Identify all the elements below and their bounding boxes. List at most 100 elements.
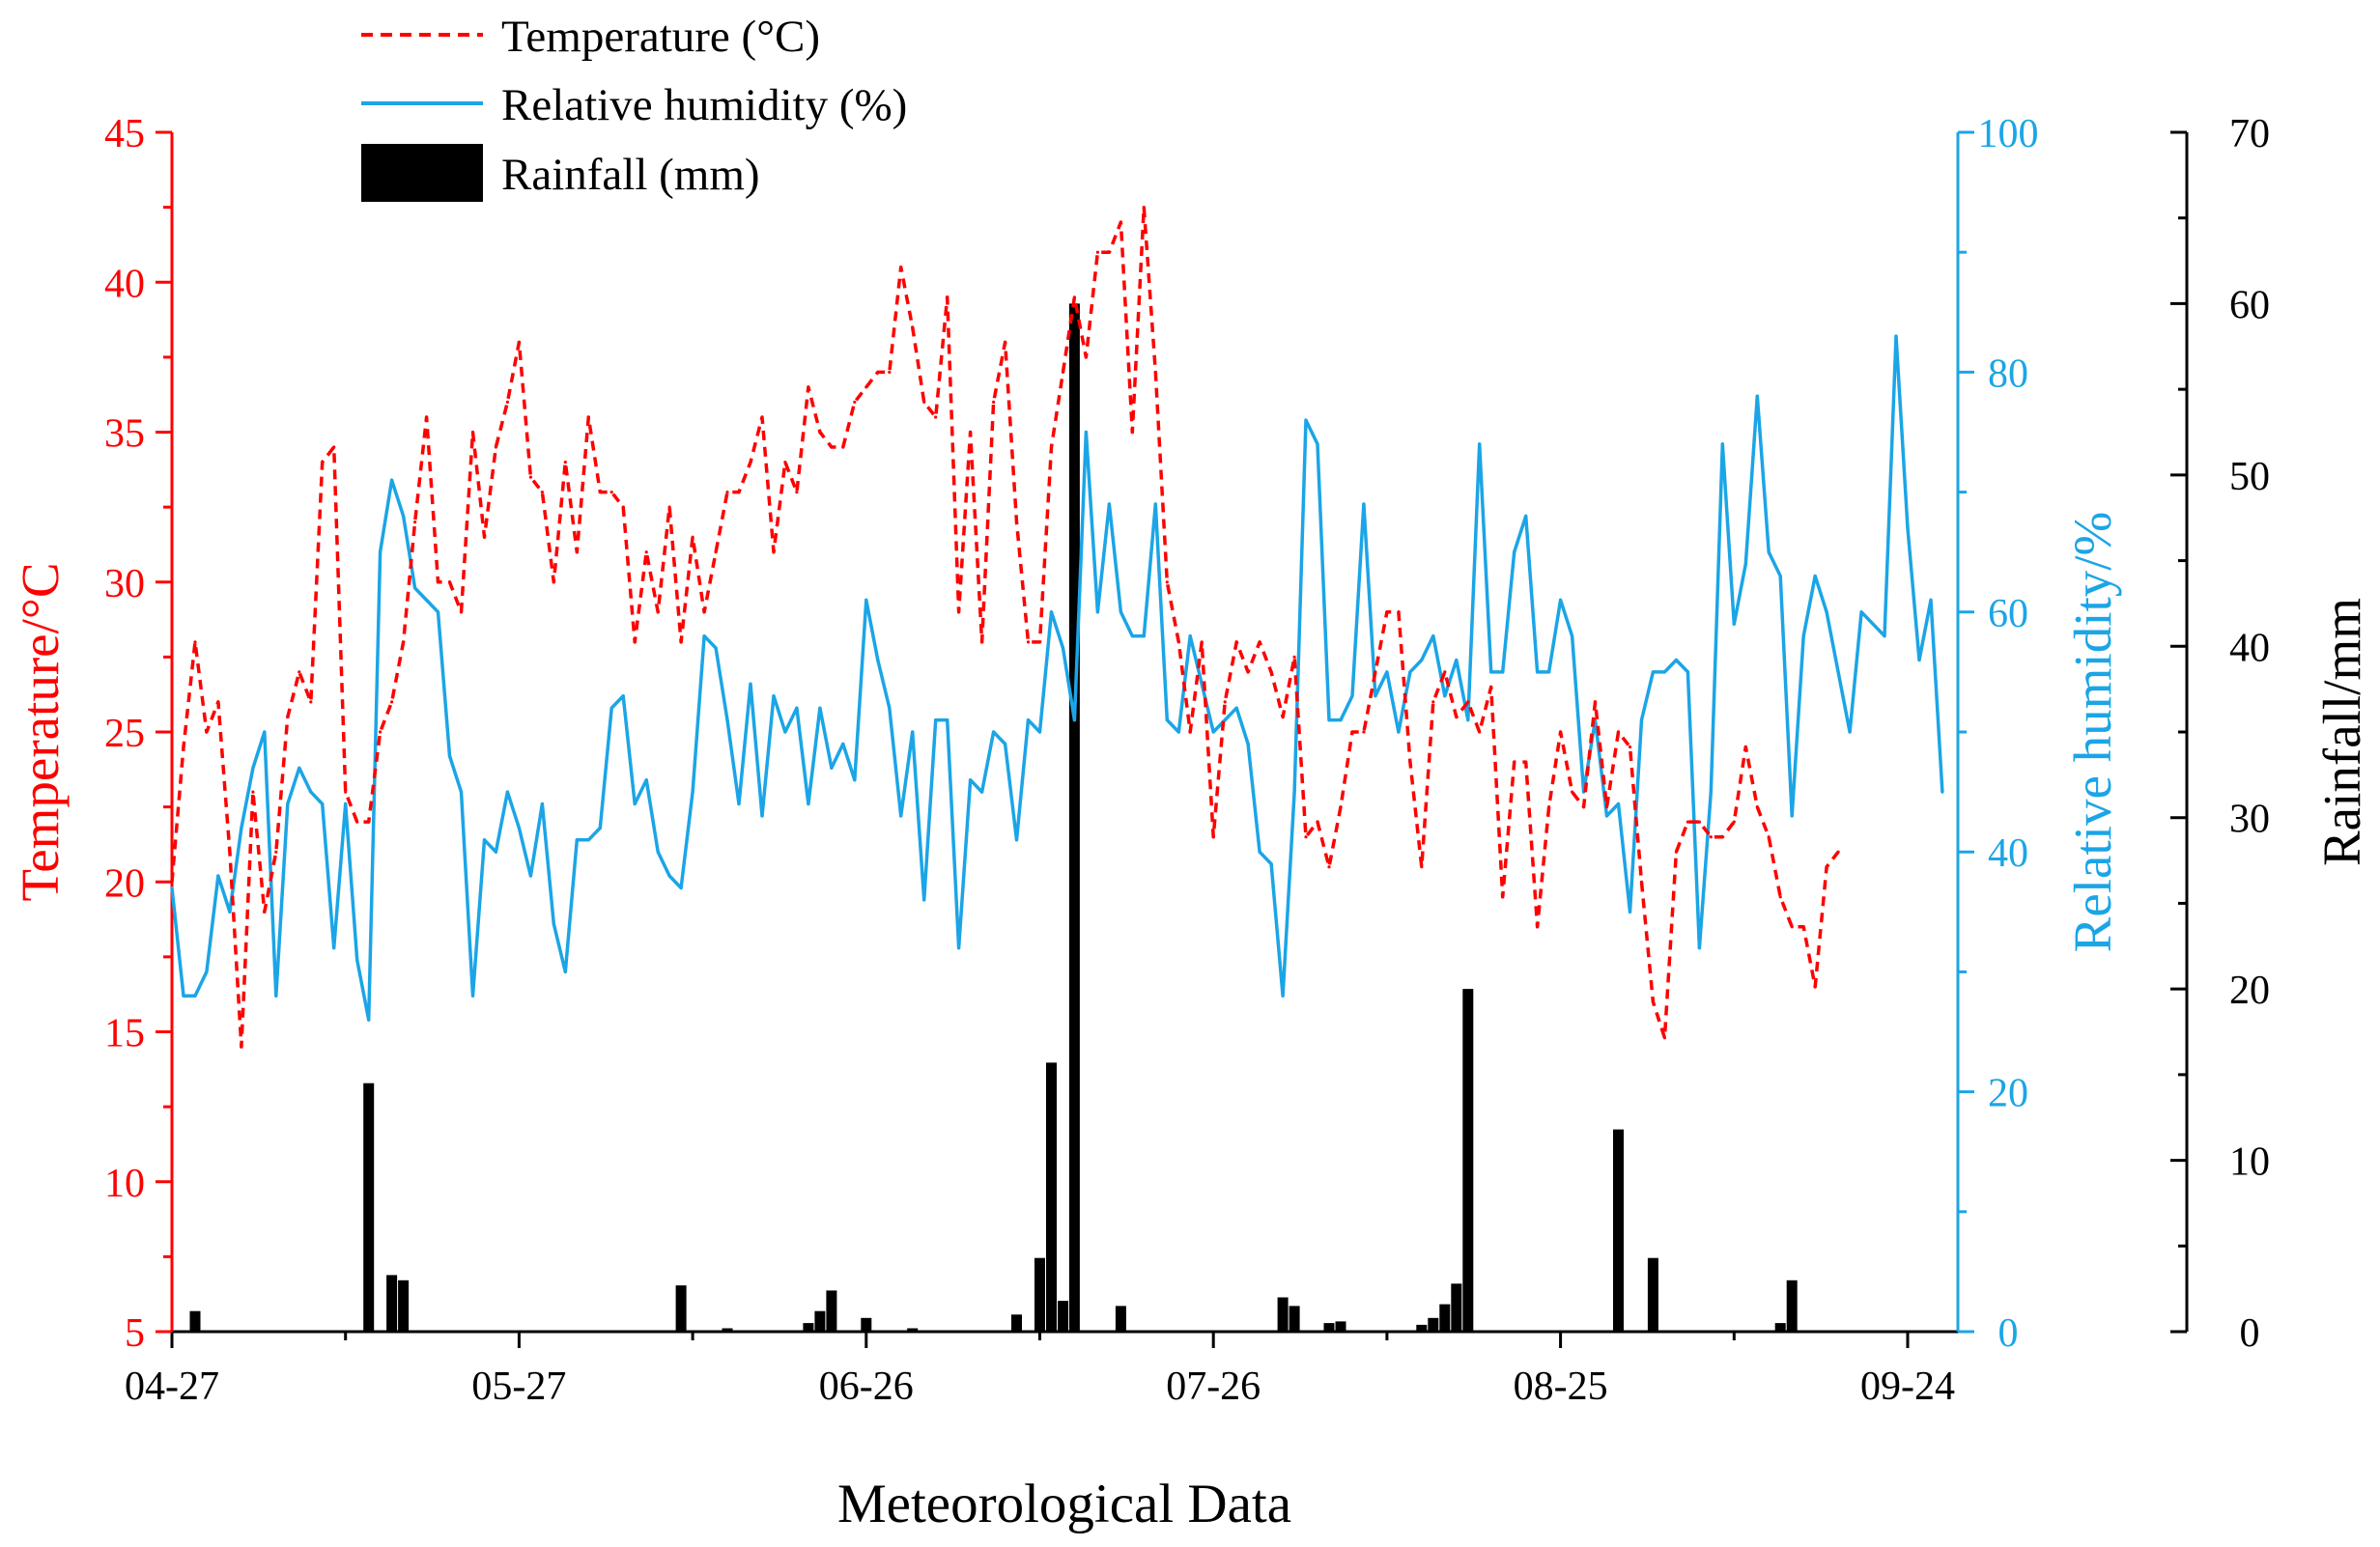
- temperature-point-27: [482, 535, 487, 539]
- x-tick-label-3: 07-26: [1166, 1364, 1261, 1409]
- temperature-point-4: [216, 700, 220, 704]
- humidity-point-8: [263, 730, 267, 734]
- temperature-point-33: [552, 580, 555, 584]
- temperature-point-132: [1697, 820, 1701, 824]
- humidity-point-147: [1871, 622, 1875, 626]
- temperature-point-70: [980, 640, 984, 644]
- rainfall-bar-17: [1277, 1297, 1289, 1332]
- humidity-point-43: [667, 874, 671, 878]
- temperature-point-20: [402, 640, 406, 644]
- rainfall-tick-label-5: 50: [2229, 455, 2270, 499]
- rainfall-bar-9: [861, 1317, 872, 1332]
- temperature-point-117: [1524, 760, 1528, 764]
- temperature-point-67: [946, 295, 949, 299]
- temperature-point-11: [298, 670, 301, 674]
- humidity-point-55: [807, 802, 810, 806]
- humidity-point-10: [286, 802, 290, 806]
- temperature-point-40: [633, 640, 637, 644]
- humidity-axis-label: Relative humidity/%: [2063, 512, 2122, 953]
- temperature-point-95: [1269, 670, 1273, 674]
- humidity-point-108: [1420, 658, 1424, 662]
- humidity-point-58: [841, 742, 845, 746]
- temperature-series: [170, 205, 1840, 1049]
- temperature-point-1: [182, 745, 185, 749]
- temperature-point-143: [1825, 865, 1828, 869]
- temperature-point-96: [1281, 715, 1285, 719]
- temperature-axis-ticks: 5 10 15 20 25 30 35 40 45: [104, 112, 172, 1356]
- temperature-point-83: [1130, 430, 1134, 435]
- temperature-point-3: [205, 730, 209, 734]
- temperature-tick-label-1: 10: [104, 1162, 145, 1206]
- humidity-series: [170, 334, 1944, 1022]
- humidity-point-70: [980, 790, 984, 794]
- humidity-point-56: [818, 706, 822, 710]
- humidity-point-33: [552, 922, 555, 926]
- temperature-point-54: [795, 491, 799, 494]
- humidity-point-3: [205, 970, 209, 974]
- humidity-point-98: [1304, 418, 1308, 422]
- temperature-point-81: [1107, 250, 1111, 254]
- rainfall-tick-label-2: 20: [2229, 969, 2270, 1013]
- temperature-point-24: [447, 580, 452, 584]
- legend-rainfall-label: Rainfall (mm): [501, 150, 760, 200]
- humidity-point-60: [864, 598, 868, 603]
- humidity-tick-label-0: 0: [1998, 1311, 2019, 1356]
- temperature-point-58: [841, 445, 845, 449]
- humidity-point-78: [1072, 718, 1076, 722]
- temperature-point-106: [1397, 610, 1401, 614]
- temperature-point-73: [1014, 520, 1019, 524]
- temperature-point-30: [517, 340, 522, 344]
- temperature-point-128: [1651, 999, 1655, 1004]
- temperature-point-112: [1466, 700, 1470, 704]
- rainfall-bar-29: [1786, 1280, 1798, 1332]
- humidity-point-99: [1316, 442, 1319, 446]
- temperature-point-41: [644, 550, 648, 554]
- temperature-point-90: [1211, 835, 1215, 839]
- humidity-point-69: [969, 778, 973, 782]
- humidity-point-81: [1107, 502, 1111, 506]
- rainfall-bar-14: [1058, 1301, 1068, 1332]
- temperature-point-76: [1049, 445, 1054, 449]
- temperature-point-19: [390, 700, 394, 704]
- rainfall-bar-8: [826, 1290, 837, 1332]
- humidity-point-47: [714, 646, 718, 650]
- temperature-point-69: [969, 430, 973, 435]
- rainfall-bar-21: [1416, 1324, 1428, 1332]
- temperature-tick-label-7: 40: [104, 262, 145, 306]
- temperature-point-125: [1616, 730, 1621, 734]
- temperature-point-89: [1200, 640, 1204, 644]
- temperature-point-62: [888, 370, 892, 374]
- x-tick-label-4: 08-25: [1514, 1364, 1608, 1409]
- rainfall-bar-10: [907, 1328, 919, 1332]
- rainfall-bar-19: [1323, 1323, 1335, 1332]
- humidity-point-23: [436, 610, 440, 614]
- humidity-point-31: [528, 874, 533, 878]
- humidity-point-82: [1119, 610, 1122, 614]
- temperature-point-131: [1686, 820, 1689, 824]
- temperature-point-28: [494, 445, 497, 449]
- humidity-point-94: [1258, 850, 1261, 854]
- humidity-point-57: [830, 766, 834, 770]
- temperature-point-72: [1004, 340, 1007, 344]
- humidity-point-151: [1917, 658, 1921, 662]
- temperature-point-38: [609, 491, 613, 494]
- temperature-point-65: [922, 400, 926, 404]
- temperature-point-107: [1408, 760, 1412, 764]
- temperature-axis-label: Temperature/°C: [11, 562, 70, 901]
- humidity-point-5: [228, 910, 232, 914]
- rainfall-bar-2: [386, 1275, 398, 1332]
- humidity-point-130: [1674, 658, 1678, 662]
- humidity-tick-label-5: 100: [1978, 112, 2039, 156]
- temperature-point-12: [309, 700, 313, 704]
- humidity-point-85: [1153, 502, 1157, 506]
- humidity-point-71: [992, 730, 996, 734]
- rainfall-tick-label-1: 10: [2229, 1140, 2270, 1185]
- temperature-point-14: [332, 445, 336, 449]
- humidity-point-133: [1709, 790, 1713, 794]
- humidity-point-142: [1813, 574, 1817, 578]
- rainfall-tick-label-7: 70: [2229, 112, 2270, 156]
- humidity-point-51: [760, 814, 764, 818]
- temperature-point-118: [1536, 925, 1540, 929]
- temperature-point-124: [1604, 805, 1609, 809]
